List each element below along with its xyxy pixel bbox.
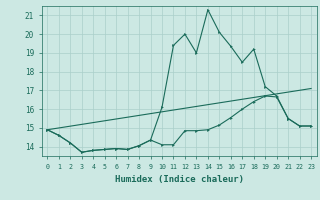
X-axis label: Humidex (Indice chaleur): Humidex (Indice chaleur) <box>115 175 244 184</box>
